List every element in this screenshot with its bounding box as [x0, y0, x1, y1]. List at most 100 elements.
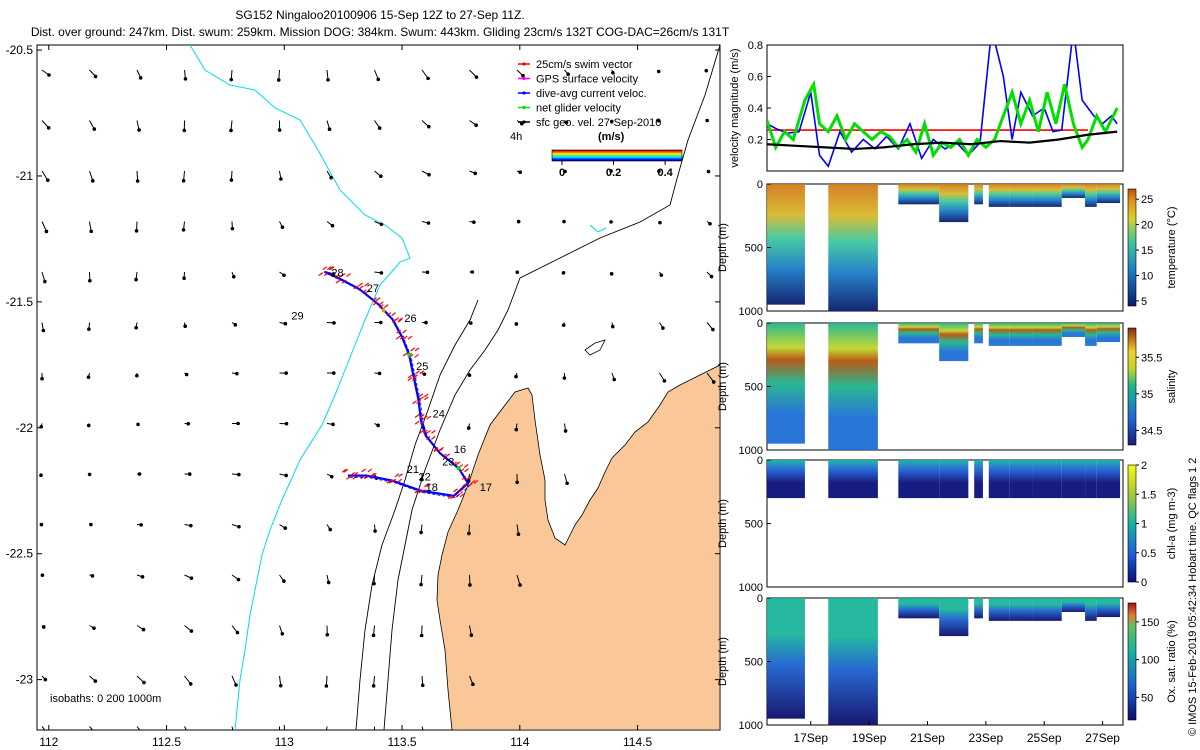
sfc-velocity-vector-head	[656, 69, 661, 74]
map-xtick-label: 112.5	[152, 735, 181, 749]
swim-vector	[407, 335, 413, 340]
sfc-velocity-vector-head	[425, 270, 430, 275]
swim-vector	[372, 472, 377, 477]
sfc-velocity-vector-head	[329, 474, 334, 479]
temperature-colorbar-title: temperature (°C)	[1166, 206, 1178, 288]
sfc-velocity-vector-head	[610, 324, 615, 329]
date-xtick-label: 25Sep	[1027, 731, 1062, 745]
temperature-profile-block	[974, 184, 983, 205]
salinity-colorbar-label: 34.5	[1141, 425, 1162, 437]
isobath-note: isobaths: 0 200 1000m	[50, 693, 161, 705]
isobath-0m	[383, 45, 720, 730]
sfc-velocity-vector-head	[189, 629, 194, 633]
sfc-velocity-vector-head	[329, 175, 333, 180]
oxygen-ytick-label: 1000	[739, 720, 763, 732]
swim-vector	[439, 446, 444, 451]
map-ytick-label: -21	[16, 169, 34, 183]
velocity-ylabel: velocity magnitude (m/s)	[729, 48, 741, 167]
sfc-velocity-vector-head	[514, 427, 519, 432]
sfc-velocity-vector-head	[142, 680, 146, 685]
temperature-profile-block	[898, 184, 940, 205]
temperature-profile-block	[1085, 184, 1097, 207]
sfc-velocity-vector-head	[86, 375, 91, 380]
footer-stamp: © IMOS 15-Feb-2019 05:42:34 Hobart time.…	[1187, 458, 1199, 736]
legend-swatch-dot	[522, 120, 526, 124]
salinity-profile-block	[988, 323, 1010, 346]
chlorophyll-profile-block	[1061, 460, 1086, 499]
sfc-velocity-vector-head	[371, 633, 376, 638]
sfc-velocity-vector-head	[379, 222, 384, 227]
date-xtick-label: 23Sep	[969, 731, 1004, 745]
speed-colorbar-label: 0	[559, 167, 565, 179]
swim-vector	[346, 475, 351, 480]
salinity-ytick-label: 0	[757, 318, 763, 330]
swim-vector	[419, 414, 425, 419]
current-veloc-line	[326, 273, 471, 499]
date-xtick-label: 19Sep	[852, 731, 887, 745]
sfc-velocity-vector-head	[376, 423, 380, 428]
swim-vector	[323, 272, 329, 277]
salinity-profile-block	[898, 323, 940, 344]
day-label: 25	[416, 361, 428, 373]
sfc-velocity-vector-head	[711, 327, 715, 332]
oxygen-profile-block	[974, 598, 983, 619]
sfc-velocity-vector-head	[44, 229, 49, 234]
sfc-velocity-vector-head	[566, 72, 570, 77]
sfc-velocity-vector-head	[276, 78, 281, 82]
sfc-velocity-vector	[41, 726, 46, 730]
swim-vector	[358, 285, 364, 290]
chlorophyll-profile-block	[767, 460, 805, 499]
swim-vector	[394, 317, 400, 322]
sfc-velocity-vector-head	[184, 372, 189, 377]
swim-vector	[370, 472, 375, 477]
sfc-velocity-vector-head	[94, 732, 98, 736]
temperature-colorbar-label: 10	[1141, 270, 1153, 282]
swim-vector	[337, 274, 343, 279]
glider-track	[318, 266, 479, 500]
sfc-velocity-vector-head	[609, 119, 614, 124]
chlorophyll-profile-block	[898, 460, 940, 499]
sfc-velocity-vector-head	[138, 76, 143, 80]
swim-vector	[399, 335, 405, 340]
coastline-cyan	[189, 45, 411, 730]
oxygen-profile-block	[898, 598, 940, 619]
chlorophyll-profile-block	[974, 460, 983, 499]
sfc-velocity-vector-head	[378, 320, 383, 325]
swim-vector	[346, 273, 351, 277]
map-xtick-label: 114	[510, 735, 529, 749]
velocity-ytick-label: 0.2	[748, 135, 763, 147]
oxygen-profile-block	[767, 598, 805, 719]
swim-vector	[459, 493, 465, 498]
map-xtick-label: 114.5	[623, 735, 652, 749]
velocity-ytick-label: 0.4	[748, 103, 763, 115]
salinity-profile-block	[828, 323, 878, 450]
sfc-velocity-vector-head	[474, 75, 479, 79]
sfc-velocity-vector-head	[515, 270, 520, 275]
sfc-velocity-vector-head	[182, 276, 186, 280]
sfc-velocity-vector-head	[93, 74, 98, 79]
sfc-velocity-vector-head	[235, 630, 240, 635]
temperature-ylabel: Depth (m)	[717, 223, 729, 272]
chlorophyll-profile-block	[1032, 460, 1062, 499]
legend-label: sfc geo. vel. 27-Sep-2010	[536, 117, 661, 129]
sfc-velocity-vector-head	[230, 226, 235, 231]
chlorophyll-panel: 0 500 1000 Depth (m) 0 0.5 1 1.5 2 chl-a (mg m-3)	[717, 455, 1178, 594]
sfc-velocity-vector	[136, 726, 141, 730]
swim-vector	[391, 312, 396, 317]
velocity-panel: 0.2 0.4 0.6 0.8 velocity magnitude (m/s)	[729, 40, 1124, 172]
sfc-velocity-vector-head	[426, 221, 431, 225]
temperature-panel: 0 500 1000 Depth (m) 5 10 15 20 25 temperature (°…	[717, 179, 1178, 318]
sfc-velocity-vector-head	[183, 77, 188, 81]
date-xtick-label: 27Sep	[1085, 731, 1120, 745]
sfc-velocity-vector-head	[516, 219, 521, 224]
sfc-velocity-vector-head	[657, 169, 661, 173]
sfc-velocity-vector-head	[229, 178, 234, 182]
sfc-velocity-vector-head	[376, 77, 381, 82]
footer-stamp-wrap: © IMOS 15-Feb-2019 05:42:34 Hobart time.…	[1184, 180, 1200, 740]
map-ytick-label: -22	[16, 421, 34, 435]
salinity-panel: 0 500 1000 Depth (m) 34.5 35 35.5 salinity	[717, 318, 1178, 457]
sfc-velocity-vector-head	[422, 372, 427, 376]
legend-label: net glider velocity	[536, 103, 621, 115]
oxygen-profile-block	[828, 598, 878, 725]
